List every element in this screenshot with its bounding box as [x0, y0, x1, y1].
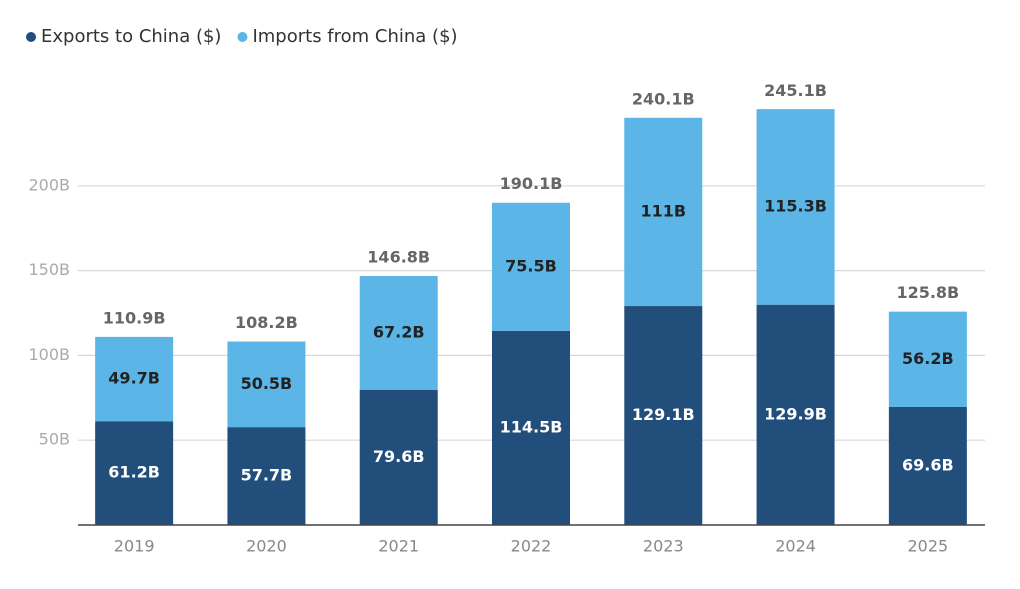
bar-segment: [492, 202, 570, 331]
bar-segment: [888, 311, 967, 407]
bar-value-label: 50.5B: [241, 374, 293, 393]
total-label: 125.8B: [896, 283, 959, 302]
x-tick-label: 2021: [378, 537, 419, 556]
bar-segment: [624, 306, 703, 525]
bar-segment: [227, 427, 306, 525]
x-tick-label: 2020: [246, 537, 287, 556]
x-tick-label: 2022: [511, 537, 552, 556]
bar-value-label: 115.3B: [764, 196, 827, 215]
bar-value-label: 79.6B: [373, 447, 425, 466]
bar-segment: [359, 389, 438, 525]
x-tick-label: 2024: [775, 537, 816, 556]
legend-label: Exports to China ($): [41, 26, 221, 47]
bar-value-label: 61.2B: [108, 463, 160, 482]
y-tick-label: 50B: [39, 430, 70, 449]
legend-label: Imports from China ($): [252, 26, 457, 47]
bar-segment: [888, 406, 967, 525]
bar-segment: [95, 336, 174, 422]
bar-value-label: 114.5B: [500, 417, 563, 436]
bar-value-label: 129.1B: [632, 405, 695, 424]
bar-segment: [492, 330, 570, 525]
bar-value-label: 57.7B: [241, 466, 293, 485]
total-label: 108.2B: [235, 313, 298, 332]
total-label: 240.1B: [632, 89, 695, 108]
total-label: 190.1B: [500, 174, 563, 193]
y-tick-label: 200B: [28, 175, 70, 194]
legend-swatch: [237, 32, 248, 42]
legend-swatch: [26, 32, 36, 42]
bar-value-label: 69.6B: [902, 455, 954, 474]
total-label: 245.1B: [764, 81, 827, 100]
bar-value-label: 129.9B: [764, 404, 827, 423]
y-tick-label: 100B: [28, 345, 70, 364]
bar-value-label: 111B: [640, 201, 686, 220]
bar-value-label: 49.7B: [108, 369, 160, 388]
bar-segment: [756, 109, 835, 305]
y-tick-label: 150B: [28, 260, 70, 279]
x-tick-label: 2023: [643, 537, 684, 556]
bar-value-label: 56.2B: [902, 349, 954, 368]
bar-segment: [624, 117, 703, 307]
total-label: 146.8B: [367, 248, 430, 267]
bar-value-label: 75.5B: [505, 256, 557, 275]
bar-value-label: 67.2B: [373, 323, 425, 342]
total-label: 110.9B: [103, 308, 166, 327]
x-tick-label: 2025: [907, 537, 948, 556]
bar-segment: [359, 276, 438, 390]
x-tick-label: 2019: [114, 537, 155, 556]
bar-segment: [95, 421, 174, 525]
bar-segment: [227, 341, 306, 428]
bar-segment: [756, 304, 835, 525]
